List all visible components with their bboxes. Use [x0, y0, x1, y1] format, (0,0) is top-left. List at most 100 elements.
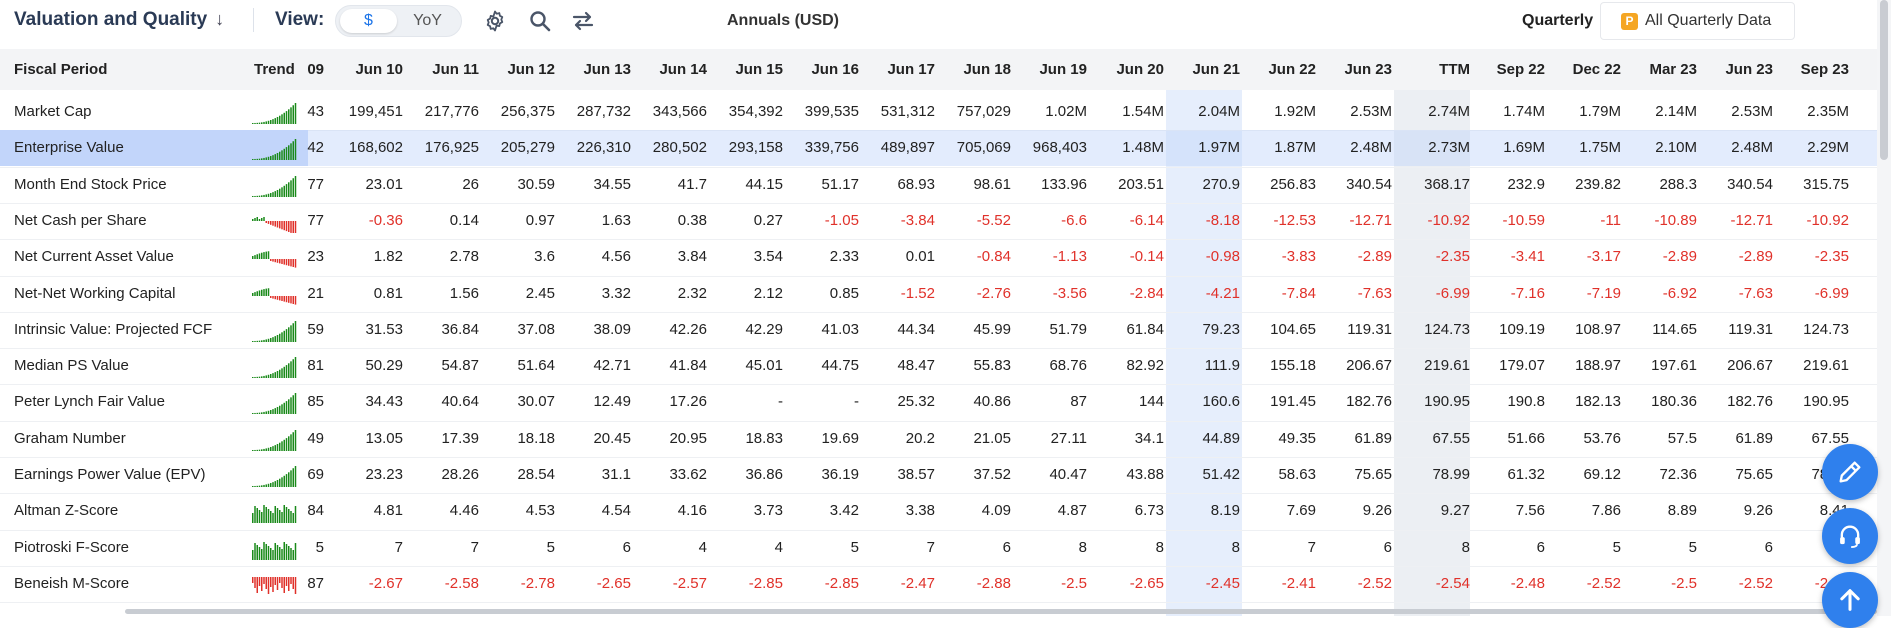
row-label[interactable]: Intrinsic Value: Projected FCF	[14, 320, 213, 338]
table-row[interactable]: Enterprise Value 42 168,602 176,925 205,279 2…	[0, 130, 1877, 167]
edit-fab-button[interactable]	[1822, 444, 1878, 500]
trend-bar	[263, 158, 265, 161]
table-row[interactable]: Net Cash per Share 77 -0.36 0.14 0.97 1.63 0.3…	[0, 203, 1877, 239]
row-label[interactable]: Month End Stock Price	[14, 175, 167, 193]
table-cell: -7.63	[1357, 284, 1392, 302]
search-icon[interactable]	[528, 9, 552, 33]
table-cell: -6.14	[1129, 211, 1164, 229]
section-title-dropdown[interactable]: Valuation and Quality ↓	[14, 9, 224, 31]
period-header[interactable]: Jun 23	[1344, 61, 1392, 78]
trend-bar	[258, 289, 261, 296]
table-cell: 7	[926, 538, 935, 556]
table-cell: 188.97	[1575, 357, 1621, 375]
trend-bar	[279, 478, 281, 487]
period-header[interactable]: Jun 11	[432, 61, 479, 78]
vertical-scrollbar[interactable]	[1877, 0, 1891, 616]
row-label[interactable]: Net-Net Working Capital	[14, 284, 176, 302]
table-cell: 757,029	[956, 103, 1011, 120]
swap-arrows-icon[interactable]	[571, 9, 595, 33]
support-fab-button[interactable]	[1822, 508, 1878, 564]
row-label[interactable]: Enterprise Value	[14, 139, 124, 157]
trend-bar	[285, 220, 288, 231]
period-header[interactable]: Jun 20	[1116, 61, 1164, 78]
period-header[interactable]: Dec 22	[1572, 61, 1621, 78]
trend-bar	[290, 576, 292, 584]
period-header[interactable]: Jun 21	[1192, 61, 1240, 78]
table-cell: 109.19	[1499, 320, 1545, 338]
table-cell: 20.2	[905, 429, 935, 447]
period-header[interactable]: Jun 23	[1725, 61, 1773, 78]
table-cell: -2.89	[1738, 248, 1773, 266]
table-cell: 191.45	[1270, 393, 1316, 411]
period-header[interactable]: Jun 18	[963, 61, 1011, 78]
horizontal-scrollbar[interactable]	[125, 609, 1877, 614]
table-cell: -3.84	[900, 211, 935, 229]
period-header[interactable]: Jun 10	[355, 61, 403, 78]
table-row[interactable]: Net Current Asset Value 23 1.82 2.78 3.6 4.56…	[0, 239, 1877, 275]
trend-bar	[292, 395, 294, 415]
period-header[interactable]: Jun 19	[1039, 61, 1087, 78]
trend-bar	[274, 295, 276, 299]
trend-bar	[267, 374, 270, 379]
trend-bar	[285, 328, 288, 342]
row-label[interactable]: Net Cash per Share	[14, 211, 147, 229]
table-cell: 9.26	[1743, 502, 1773, 520]
view-toggle[interactable]: $ YoY	[335, 5, 462, 37]
table-row[interactable]: Piotroski F-Score577564457688876865566	[0, 530, 1877, 566]
row-label[interactable]: Market Cap	[14, 103, 92, 120]
period-header[interactable]: Mar 23	[1649, 61, 1697, 78]
gear-icon[interactable]	[483, 9, 507, 33]
table-cell: 219.61	[1424, 357, 1470, 375]
row-label[interactable]: Earnings Power Value (EPV)	[14, 466, 206, 483]
table-row[interactable]: Net-Net Working Capital 21 0.81 1.56 2.45 3.3…	[0, 276, 1877, 312]
trend-bar	[288, 472, 290, 487]
row-label[interactable]: Altman Z-Score	[14, 502, 119, 520]
period-header[interactable]: Sep 23	[1800, 61, 1849, 78]
table-row[interactable]: Earnings Power Value (EPV) 69 23.23 28.26 28…	[0, 457, 1877, 493]
table-row[interactable]: Peter Lynch Fair Value 85 34.43 40.64 30.07 1…	[0, 384, 1877, 420]
trend-bar	[265, 251, 267, 260]
scrollbar-thumb[interactable]	[1880, 0, 1888, 160]
table-row[interactable]: Graham Number 49 13.05 17.39 18.18 20.45 20.95…	[0, 421, 1877, 457]
table-cell: -2.58	[444, 574, 479, 592]
table-cell: -2.57	[672, 574, 707, 592]
table-row[interactable]: Altman Z-Score 84 4.81 4.46 4.53 4.54 4.16 3.73…	[0, 493, 1877, 529]
all-quarterly-data-button[interactable]: P All Quarterly Data	[1600, 2, 1795, 40]
trend-bar	[290, 143, 292, 161]
period-header[interactable]: Jun 22	[1268, 61, 1316, 78]
period-header[interactable]: Jun 17	[887, 61, 935, 78]
scroll-top-fab-button[interactable]	[1822, 572, 1878, 628]
period-header[interactable]: Sep 22	[1496, 61, 1545, 78]
trend-bar	[261, 122, 263, 124]
table-row[interactable]: Month End Stock Price 77 23.01 26 30.59 34.55…	[0, 167, 1877, 203]
period-header[interactable]: Jun 12	[507, 61, 555, 78]
trend-bar	[274, 259, 276, 263]
table-row[interactable]: Intrinsic Value: Projected FCF 59 31.53 36.…	[0, 312, 1877, 348]
table-row[interactable]: Median PS Value 81 50.29 54.87 51.64 42.71 41.…	[0, 348, 1877, 384]
trend-bar	[252, 549, 254, 560]
view-dollar-option[interactable]: $	[340, 9, 397, 33]
period-header[interactable]: Jun 15	[735, 61, 783, 78]
row-label[interactable]: Median PS Value	[14, 357, 129, 375]
trend-sparkline	[252, 393, 297, 415]
period-header[interactable]: Jun 14	[659, 61, 707, 78]
table-cell: 2.48M	[1731, 139, 1773, 157]
row-label[interactable]: Piotroski F-Score	[14, 538, 130, 556]
table-cell: 18.83	[745, 429, 783, 447]
trend-bar	[288, 181, 290, 197]
table-cell: 340.54	[1346, 175, 1392, 193]
table-row[interactable]: Beneish M-Score 87 -2.67 -2.58 -2.78 -2.65 -2.…	[0, 566, 1877, 602]
period-header[interactable]: Jun 13	[583, 61, 631, 78]
trend-bar	[290, 434, 292, 451]
view-yoy-option[interactable]: YoY	[413, 12, 442, 29]
trend-bar	[272, 513, 274, 524]
row-label[interactable]: Peter Lynch Fair Value	[14, 393, 165, 411]
table-row[interactable]: Market Cap 43 199,451 217,776 256,375 287,732…	[0, 94, 1877, 130]
period-header[interactable]: TTM	[1439, 61, 1470, 78]
row-label[interactable]: Beneish M-Score	[14, 574, 130, 592]
row-label[interactable]: Graham Number	[14, 429, 126, 447]
period-header[interactable]: Jun 16	[811, 61, 859, 78]
row-label[interactable]: Net Current Asset Value	[14, 248, 174, 266]
table-cell: -7.84	[1281, 284, 1316, 302]
trend-bar	[290, 179, 292, 197]
